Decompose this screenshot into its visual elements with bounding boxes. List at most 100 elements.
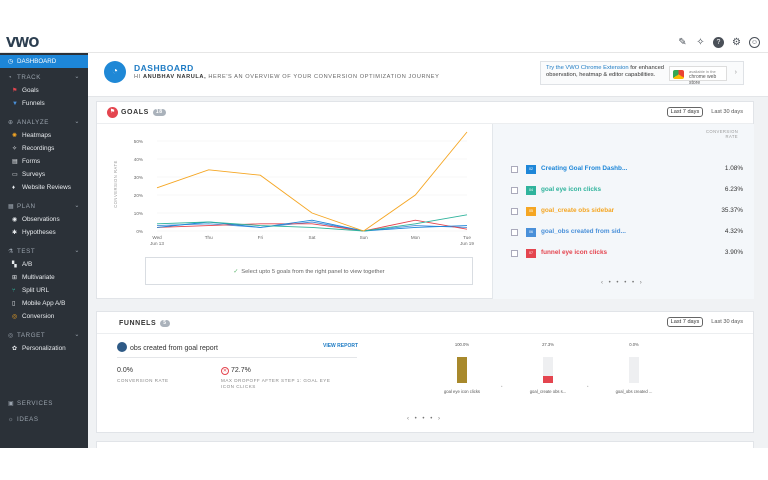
funnels-card: FUNNELS 5 Last 7 days Last 30 days obs cr… xyxy=(96,311,754,433)
conversion-rate-value: 0.0% xyxy=(117,367,133,374)
chevron-down-icon: ⌄ xyxy=(74,248,80,254)
sidebar-item-dashboard[interactable]: ◷ DASHBOARD xyxy=(0,55,88,68)
sidebar-item-surveys[interactable]: ▭ Surveys xyxy=(0,168,88,181)
series-line xyxy=(156,214,468,232)
sidebar-item-conversion[interactable]: ◎ Conversion xyxy=(0,310,88,323)
funnel-step[interactable]: 27.3% goal_create obs s... xyxy=(513,342,583,402)
funnels-title: FUNNELS 5 xyxy=(119,320,170,327)
sidebar-section-plan[interactable]: ▦ PLAN ⌄ xyxy=(0,200,88,213)
goals-date-range: Last 7 days Last 30 days xyxy=(666,107,743,117)
chrome-extension-promo[interactable]: Try the VWO Chrome Extension for enhance… xyxy=(540,61,744,86)
split-icon: ⑂ xyxy=(12,288,16,294)
goal-number-badge: 06 xyxy=(526,228,536,237)
goal-name[interactable]: goal_obs created from sid... xyxy=(541,228,626,235)
funnels-pager[interactable]: ‹ • • • › xyxy=(407,416,442,422)
sidebar-item-observations[interactable]: ◉ Observations xyxy=(0,213,88,226)
chevron-right-icon[interactable]: › xyxy=(734,69,737,76)
sidebar-item-services[interactable]: ▣ SERVICES xyxy=(0,397,88,410)
user-icon[interactable]: ☺ xyxy=(749,37,760,48)
promo-link[interactable]: Try the VWO Chrome Extension xyxy=(546,65,629,71)
series-line xyxy=(156,221,468,232)
y-tick-label: 30% xyxy=(134,175,143,180)
sidebar-item-goals[interactable]: ⚑ Goals xyxy=(0,84,88,97)
chevron-down-icon: ⌄ xyxy=(74,74,80,80)
goal-name[interactable]: funnel eye icon clicks xyxy=(541,249,608,256)
funnel-connector: • xyxy=(501,384,503,389)
sidebar-section-target[interactable]: ◎ TARGET ⌄ xyxy=(0,329,88,342)
notifications-icon[interactable]: ✎ xyxy=(678,37,687,48)
chrome-web-store-badge[interactable]: available in the chrome web store xyxy=(669,66,727,86)
goal-row[interactable]: 04 goal eye icon clicks 6.23% xyxy=(511,183,743,201)
dashboard-icon: ◷ xyxy=(8,59,14,65)
range-last-7-days[interactable]: Last 7 days xyxy=(666,107,704,117)
funnel-step[interactable]: 100.0% goal eye icon clicks xyxy=(427,342,497,402)
funnel-connector: • xyxy=(587,384,589,389)
sidebar-item-funnels[interactable]: ▼ Funnels xyxy=(0,97,88,110)
sidebar-item-ideas[interactable]: ☼ IDEAS xyxy=(0,413,88,426)
range-last-30-days[interactable]: Last 30 days xyxy=(711,319,743,325)
vwo-logo[interactable]: VWO xyxy=(6,36,39,51)
multivariate-icon: ⊞ xyxy=(12,275,18,281)
sidebar-item-recordings[interactable]: ✧ Recordings xyxy=(0,142,88,155)
sidebar-item-multivariate[interactable]: ⊞ Multivariate xyxy=(0,271,88,284)
funnel-step-percent: 27.3% xyxy=(542,342,554,347)
view-report-link[interactable]: VIEW REPORT xyxy=(323,343,359,349)
sidebar-item-ab[interactable]: ▚ A/B xyxy=(0,258,88,271)
sidebar-item-forms[interactable]: ▤ Forms xyxy=(0,155,88,168)
funnel-icon xyxy=(117,342,127,352)
goal-checkbox[interactable] xyxy=(511,250,518,257)
sidebar-section-track[interactable]: ◔ TRACK ⌄ xyxy=(0,71,88,84)
chevron-down-icon: ⌄ xyxy=(74,332,80,338)
sidebar: ◷ DASHBOARD ◔ TRACK ⌄ ⚑ Goals ▼ Funnels ⊕ ANAL… xyxy=(0,53,88,448)
goal-name[interactable]: goal_create obs sidebar xyxy=(541,207,615,214)
goals-card: ⚑ GOALS 18 Last 7 days Last 30 days 50% 40… xyxy=(96,101,754,299)
range-last-7-days[interactable]: Last 7 days xyxy=(666,317,704,327)
sidebar-item-mobile-app-ab[interactable]: ▯ Mobile App A/B xyxy=(0,297,88,310)
goal-checkbox[interactable] xyxy=(511,187,518,194)
goal-conversion-rate: 3.90% xyxy=(724,249,743,256)
goal-checkbox[interactable] xyxy=(511,166,518,173)
target-icon: ◎ xyxy=(8,333,14,339)
sidebar-section-analyze[interactable]: ⊕ ANALYZE ⌄ xyxy=(0,116,88,129)
y-tick-label: 0% xyxy=(136,229,143,234)
mobile-icon: ▯ xyxy=(12,301,16,307)
goal-row[interactable]: 02 Creating Goal From Dashb... 1.08% xyxy=(511,162,743,180)
goals-pager[interactable]: ‹ • • • • › xyxy=(601,280,644,286)
goal-conversion-rate: 1.08% xyxy=(724,165,743,172)
settings-icon[interactable]: ⚙ xyxy=(732,37,741,48)
range-last-30-days[interactable]: Last 30 days xyxy=(711,109,743,115)
goal-name[interactable]: Creating Goal From Dashb... xyxy=(541,165,628,172)
sidebar-item-personalization[interactable]: ✿ Personalization xyxy=(0,342,88,355)
goal-row[interactable]: 06 goal_obs created from sid... 4.32% xyxy=(511,225,743,243)
help-icon[interactable]: ? xyxy=(713,37,724,48)
goal-name[interactable]: goal eye icon clicks xyxy=(541,186,602,193)
goal-checkbox[interactable] xyxy=(511,208,518,215)
goal-row[interactable]: 07 funnel eye icon clicks 3.90% xyxy=(511,246,743,264)
goal-number-badge: 07 xyxy=(526,249,536,258)
funnel-step[interactable]: 0.0% goal_obs created ... xyxy=(599,342,669,402)
goal-row[interactable]: 05 goal_create obs sidebar 35.37% xyxy=(511,204,743,222)
sidebar-item-website-reviews[interactable]: ♦ Website Reviews xyxy=(0,181,88,194)
sidebar-item-heatmaps[interactable]: ✺ Heatmaps xyxy=(0,129,88,142)
dashboard-gauge-icon: ◔ xyxy=(104,61,126,83)
sidebar-section-test[interactable]: ⚗ TEST ⌄ xyxy=(0,245,88,258)
survey-icon: ▭ xyxy=(12,172,18,178)
goal-conversion-rate: 6.23% xyxy=(724,186,743,193)
sidebar-item-hypotheses[interactable]: ✱ Hypotheses xyxy=(0,226,88,239)
x-tick-label: Mon xyxy=(411,235,420,240)
sidebar-item-split-url[interactable]: ⑂ Split URL xyxy=(0,284,88,297)
chevron-down-icon: ⌄ xyxy=(74,203,80,209)
ab-icon: ▚ xyxy=(12,262,17,268)
x-tick-sublabel: Jun 19 xyxy=(460,241,474,246)
heatmap-icon: ✺ xyxy=(12,133,18,139)
goal-checkbox[interactable] xyxy=(511,229,518,236)
review-icon: ♦ xyxy=(12,185,16,191)
activity-icon[interactable]: ✧ xyxy=(696,37,705,48)
y-axis-label: CONVERSION RATE xyxy=(113,160,118,208)
funnel-bar-background xyxy=(543,357,553,383)
series-line xyxy=(156,219,468,232)
observation-icon: ◉ xyxy=(12,217,18,223)
chevron-down-icon: ⌄ xyxy=(74,119,80,125)
x-tick-label: Sun xyxy=(360,235,369,240)
